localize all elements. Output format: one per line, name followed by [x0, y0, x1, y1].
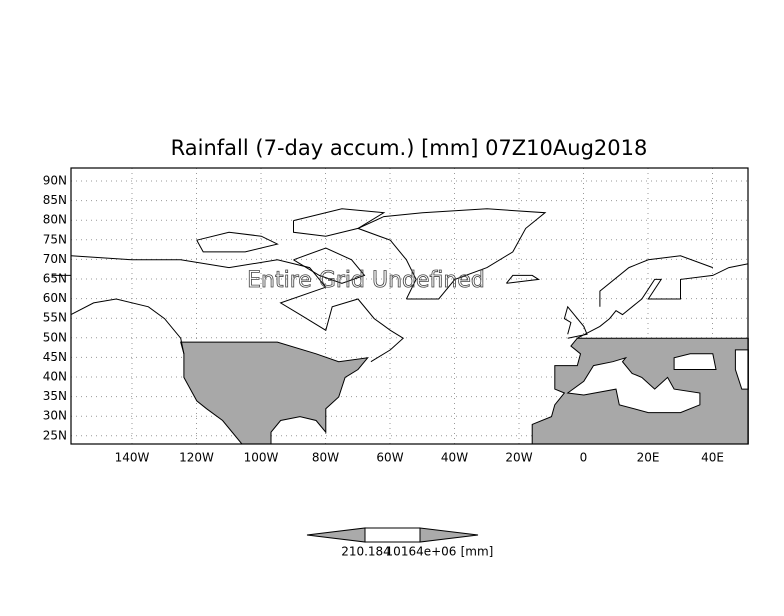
- lat-label: 55N: [43, 311, 67, 325]
- colorbar-label: 10164e+06: [386, 545, 457, 559]
- shaded-region: [180, 341, 369, 445]
- lat-label: 30N: [43, 409, 67, 423]
- coastline: [356, 208, 547, 300]
- coastline: [577, 263, 749, 339]
- map-area: [51, 168, 749, 445]
- lat-label: 35N: [43, 389, 67, 403]
- lat-label: 70N: [43, 252, 67, 266]
- sea: [734, 349, 749, 390]
- lat-label: 75N: [43, 232, 67, 246]
- lon-label: 100W: [244, 451, 279, 465]
- lon-label: 140W: [115, 451, 150, 465]
- coastline: [70, 298, 185, 354]
- colorbar: [306, 527, 479, 543]
- coastline: [506, 274, 541, 284]
- coastline: [293, 247, 366, 284]
- lon-label: 120W: [179, 451, 214, 465]
- lon-label: 60W: [376, 451, 403, 465]
- coastline: [70, 255, 405, 363]
- lat-label: 90N: [43, 174, 67, 188]
- lon-label: 20W: [505, 451, 532, 465]
- coastline: [563, 305, 588, 339]
- lat-label: 50N: [43, 330, 67, 344]
- lon-label: 0: [580, 451, 588, 465]
- lat-label: 25N: [43, 428, 67, 442]
- colorbar-mid: [364, 527, 421, 543]
- lat-label: 65N: [43, 272, 67, 286]
- lat-label: 40N: [43, 370, 67, 384]
- lat-label: 60N: [43, 291, 67, 305]
- lon-label: 40W: [441, 451, 468, 465]
- colorbar-high: [419, 527, 479, 543]
- coastline: [196, 231, 279, 253]
- map-frame: [70, 167, 749, 445]
- coastline: [293, 208, 386, 237]
- lon-label: 20E: [637, 451, 660, 465]
- lat-label: 45N: [43, 350, 67, 364]
- undefined-annotation: Entire Grid Undefined: [247, 268, 485, 293]
- colorbar-label: [mm]: [461, 545, 494, 559]
- sea: [673, 353, 717, 370]
- lat-label: 85N: [43, 193, 67, 207]
- lon-label: 80W: [312, 451, 339, 465]
- lat-label: 80N: [43, 213, 67, 227]
- sea: [566, 356, 701, 414]
- colorbar-label: 210.184: [341, 545, 391, 559]
- lon-label: 40E: [701, 451, 724, 465]
- map-title: Rainfall (7-day accum.) [mm] 07Z10Aug201…: [171, 136, 648, 160]
- coastline: [599, 255, 713, 307]
